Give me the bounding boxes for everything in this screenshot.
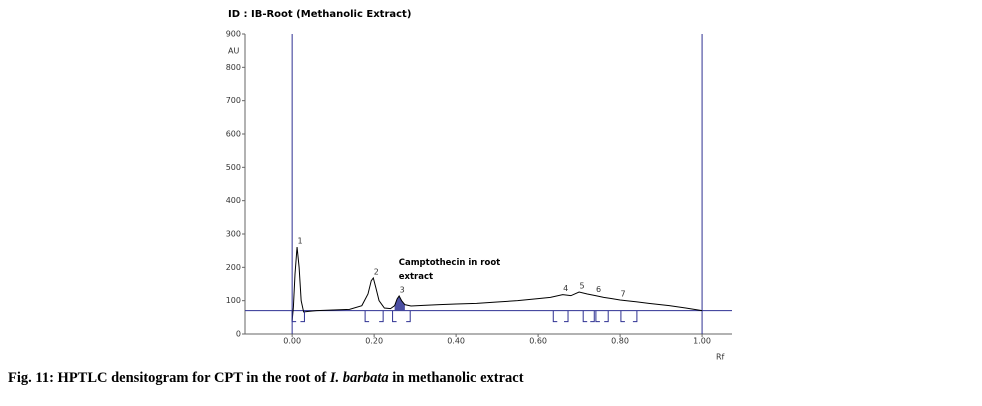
caption-part: I. barbata bbox=[329, 370, 389, 386]
peak-bracket bbox=[620, 310, 625, 323]
x-tick-label: 0.20 bbox=[365, 337, 383, 346]
peak-bracket bbox=[300, 310, 305, 323]
caption: Fig. 11: HPTLC densitogram for CPT in th… bbox=[8, 370, 524, 386]
peak-label: 5 bbox=[580, 282, 585, 291]
annotation: extract bbox=[399, 272, 433, 282]
peak-label: 3 bbox=[400, 286, 405, 295]
chart-title: ID : IB-Root (Methanolic Extract) bbox=[228, 9, 411, 20]
caption-part: in methanolic extract bbox=[389, 370, 524, 386]
x-tick-label: 0.40 bbox=[447, 337, 465, 346]
peak-bracket bbox=[582, 310, 588, 323]
peak-bracket bbox=[632, 310, 638, 323]
peak-bracket bbox=[406, 310, 411, 323]
peak-bracket bbox=[595, 310, 600, 323]
y-tick-label: 400 bbox=[226, 196, 241, 205]
peak-label: 1 bbox=[298, 237, 303, 246]
y-tick-label: 200 bbox=[226, 263, 241, 272]
y-tick-label: 700 bbox=[226, 96, 241, 105]
peak-bracket bbox=[564, 310, 569, 323]
x-tick-label: 0.60 bbox=[529, 337, 547, 346]
y-tick-label: 300 bbox=[226, 230, 241, 239]
peak-label: 7 bbox=[621, 290, 626, 299]
x-tick-label: 1.00 bbox=[693, 337, 711, 346]
peak-bracket bbox=[392, 310, 397, 323]
y-tick-label: 100 bbox=[226, 296, 241, 305]
x-tick-label: 0.80 bbox=[611, 337, 629, 346]
y-tick-label: 900 bbox=[226, 30, 241, 39]
x-tick-label: 0.00 bbox=[283, 337, 301, 346]
peak-bracket bbox=[590, 310, 595, 323]
peak-bracket bbox=[364, 310, 370, 323]
y-axis-label: AU bbox=[228, 47, 239, 56]
annotation: Camptothecin in root bbox=[399, 258, 501, 268]
y-tick-label: 500 bbox=[226, 163, 241, 172]
densitogram-line bbox=[291, 246, 703, 321]
peak-bracket bbox=[604, 310, 609, 323]
peak-bracket bbox=[291, 310, 297, 323]
peak-label: 2 bbox=[374, 268, 379, 277]
y-tick-label: 600 bbox=[226, 130, 241, 139]
peak-label: 6 bbox=[596, 285, 601, 294]
y-tick-label: 800 bbox=[226, 63, 241, 72]
peak-bracket bbox=[379, 310, 384, 323]
peak-label: 4 bbox=[563, 284, 568, 293]
y-tick-label: 0 bbox=[236, 330, 241, 339]
caption-part: Fig. 11: HPTLC densitogram for CPT in th… bbox=[8, 370, 330, 386]
peak-bracket bbox=[552, 310, 558, 323]
x-axis-label: Rf bbox=[716, 353, 725, 362]
